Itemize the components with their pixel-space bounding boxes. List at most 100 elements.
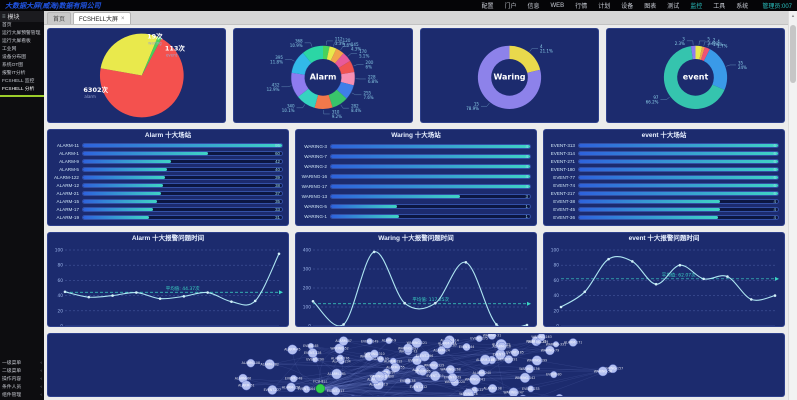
bar-row-2[interactable]: ALARM-9 42 <box>51 158 283 165</box>
bar-value: 35 <box>275 199 280 205</box>
bar-row-1[interactable]: WARING-7 4 <box>299 153 531 160</box>
bar-row-2[interactable]: EVENT-271 6 <box>547 158 779 165</box>
bar-row-4[interactable]: ALARM-122 39 <box>51 174 283 181</box>
bar-row-5[interactable]: ALARM-12 38 <box>51 182 283 189</box>
alarm-trend-canvas[interactable] <box>48 244 288 326</box>
bar-row-7[interactable]: WARING-1 1 <box>299 213 531 220</box>
bar-row-9[interactable]: ALARM-19 31 <box>51 214 283 221</box>
chevron-left-icon: ‹ <box>40 377 42 382</box>
bar-row-3[interactable]: ALARM-5 40 <box>51 166 283 173</box>
bar-row-0[interactable]: EVENT-313 6 <box>547 142 779 149</box>
bar-row-4[interactable]: WARING-17 4 <box>299 183 531 190</box>
menu-item-5[interactable]: 计划 <box>598 4 611 10</box>
menu-item-2[interactable]: 信息 <box>527 4 540 10</box>
menu-item-11[interactable]: 系统 <box>736 4 749 10</box>
menu-item-4[interactable]: 行情 <box>575 4 588 10</box>
menu-item-3[interactable]: WEB <box>550 2 565 9</box>
waring-donut-canvas[interactable] <box>420 29 598 122</box>
alarm-donut-canvas[interactable] <box>234 29 412 122</box>
sidebar-item-6[interactable]: 报警IT分析 <box>0 70 44 78</box>
sidebar-item-5[interactable]: 系统OT图 <box>0 62 44 70</box>
bar-track: 4 <box>330 173 531 179</box>
sidebar-secondary-item-3[interactable]: 条件人员 ‹ <box>0 384 44 392</box>
sidebar-item-label: 系统OT图 <box>2 63 24 68</box>
event-donut-canvas[interactable] <box>606 29 784 122</box>
overview-pie-canvas[interactable] <box>48 29 226 122</box>
bar-track: 4 <box>330 143 531 149</box>
menu-item-1[interactable]: 门户 <box>504 4 517 10</box>
bar-row-6[interactable]: WARING-5 1 <box>299 203 531 210</box>
menu-item-8[interactable]: 测试 <box>667 4 680 10</box>
menu-item-10[interactable]: 工具 <box>713 4 726 10</box>
bar-label: EVENT-36 <box>553 215 575 221</box>
bar-row-6[interactable]: ALARM-21 37 <box>51 190 283 197</box>
bar-row-4[interactable]: EVENT-77 6 <box>547 174 779 181</box>
bar-value: 6 <box>773 174 776 180</box>
sidebar-item-7[interactable]: FCSHELL 监控 <box>0 78 44 86</box>
scroll-up-icon[interactable]: ▲ <box>791 13 795 18</box>
sidebar-secondary-item-0[interactable]: 一级菜单 ‹ <box>0 360 44 368</box>
user-badge[interactable]: 管理员:007 <box>762 4 792 10</box>
sidebar-item-0[interactable]: 首页 <box>0 22 44 30</box>
bar-track: 4 <box>330 184 531 190</box>
bar-row-6[interactable]: EVENT-217 6 <box>547 190 779 197</box>
close-icon[interactable]: × <box>121 15 125 22</box>
tab-0[interactable]: 首页 <box>47 12 72 24</box>
bar-row-0[interactable]: ALARM-11 95 <box>51 142 283 149</box>
bar-row-7[interactable]: EVENT-38 4 <box>547 198 779 205</box>
scrollbar[interactable]: ▲ <box>788 11 797 400</box>
sidebar-item-3[interactable]: 工业网 <box>0 46 44 54</box>
tab-1[interactable]: FCSHELL大屏 × <box>73 12 131 24</box>
sidebar-secondary-item-1[interactable]: 二级菜单 ‹ <box>0 368 44 376</box>
bar-fill <box>579 143 778 147</box>
sidebar-secondary-item-2[interactable]: 操作内容 ‹ <box>0 376 44 384</box>
bar-row-1[interactable]: ALARM-1 60 <box>51 150 283 157</box>
bar-value: 6 <box>773 158 776 164</box>
bar-value: 4 <box>525 153 528 159</box>
menu-item-7[interactable]: 图表 <box>644 4 657 10</box>
sidebar-item-label: 报警IT分析 <box>2 71 26 76</box>
bar-track: 37 <box>82 191 283 197</box>
bar-fill <box>83 167 167 171</box>
active-item-underline <box>0 95 44 97</box>
bar-track: 4 <box>578 207 779 213</box>
bar-label: WARING-1 <box>304 214 327 220</box>
bar-row-8[interactable]: EVENT-45 4 <box>547 206 779 213</box>
bar-value: 31 <box>275 215 280 221</box>
sidebar-item-1[interactable]: 运行大屏预警管理 <box>0 30 44 38</box>
scrollbar-thumb[interactable] <box>790 25 796 83</box>
chart-title: Alarm 十大报警问题时间 <box>131 235 205 242</box>
sidebar-item-4[interactable]: 设备分布图 <box>0 54 44 62</box>
bar-row-0[interactable]: WARING-3 4 <box>299 143 531 150</box>
bar-track: 4 <box>330 163 531 169</box>
bar-row-3[interactable]: EVENT-180 6 <box>547 166 779 173</box>
bar-fill <box>579 208 721 212</box>
bar-row-5[interactable]: WARING-13 3 <box>299 193 531 200</box>
bar-row-3[interactable]: WARING-16 4 <box>299 173 531 180</box>
bar-row-1[interactable]: EVENT-314 6 <box>547 150 779 157</box>
menu-item-0[interactable]: 配置 <box>481 4 494 10</box>
sidebar-header[interactable]: ≡ 模块 <box>0 11 44 22</box>
sidebar-secondary-item-4[interactable]: 组件管理 ‹ <box>0 392 44 400</box>
event-trend-canvas[interactable] <box>544 244 784 326</box>
bar-row-5[interactable]: EVENT-74 6 <box>547 182 779 189</box>
bar-row-2[interactable]: WARING-2 4 <box>299 163 531 170</box>
topology-canvas[interactable] <box>48 334 784 396</box>
bar-track: 1 <box>330 204 531 210</box>
chart-title: event 十大场站 <box>641 132 687 139</box>
bar-fill <box>83 143 282 147</box>
bar-row-8[interactable]: ALARM-17 33 <box>51 206 283 213</box>
sidebar-item-8[interactable]: FCSHELL 分析 <box>0 86 44 94</box>
bar-row-9[interactable]: EVENT-36 4 <box>547 214 779 221</box>
bar-row-7[interactable]: ALARM-15 35 <box>51 198 283 205</box>
waring-trend-canvas[interactable] <box>296 244 536 326</box>
menu-item-9[interactable]: 监控 <box>690 4 703 10</box>
bar-fill <box>83 159 171 163</box>
bar-fill <box>579 159 778 163</box>
bar-label: EVENT-314 <box>550 150 575 156</box>
bar-fill <box>83 184 163 188</box>
sidebar-item-2[interactable]: 运行大屏看板 <box>0 38 44 46</box>
sidebar-group-secondary: 一级菜单 ‹ 二级菜单 ‹ 操作内容 ‹ 条件人员 ‹ 组件管理 ‹ <box>0 360 44 400</box>
bar-track: 4 <box>578 199 779 205</box>
menu-item-6[interactable]: 设备 <box>621 4 634 10</box>
